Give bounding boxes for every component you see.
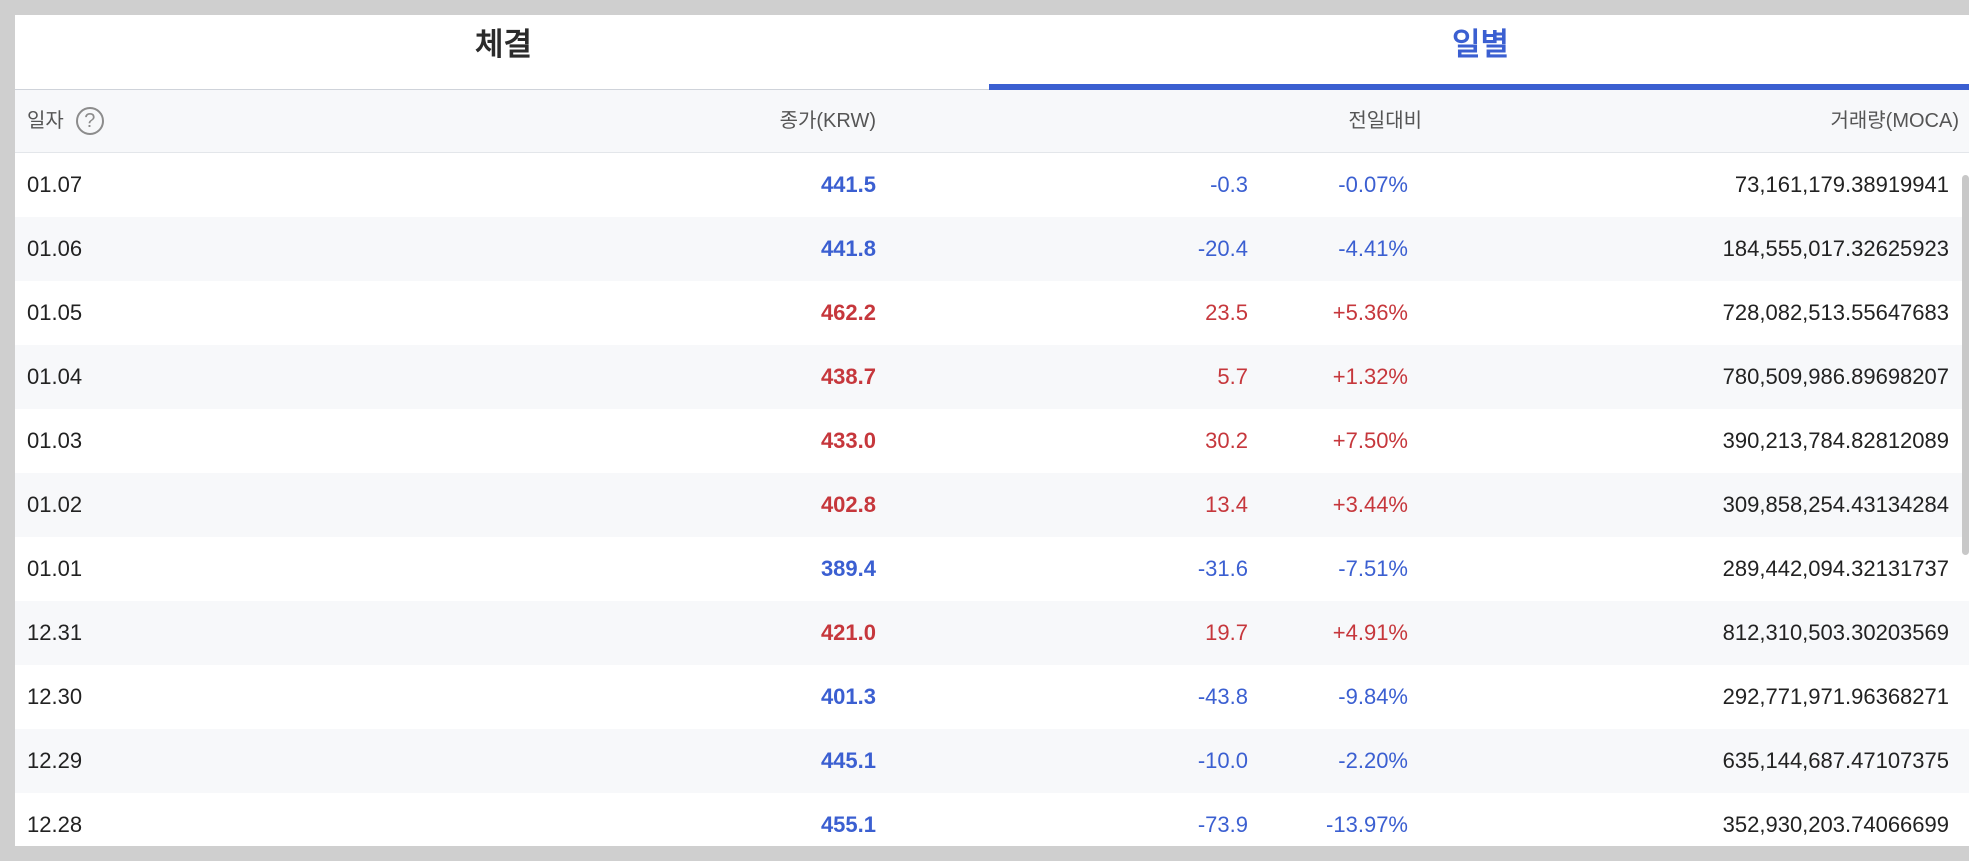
row-change-percent: -9.84% xyxy=(1338,684,1408,709)
row-close-price: 438.7 xyxy=(820,364,876,389)
row-change-percent: -2.20% xyxy=(1338,748,1408,773)
table-row: 01.04 438.7 5.7 +1.32% 780,509,986.89698207 xyxy=(15,345,1969,409)
header-volume: 거래량(MOCA) xyxy=(1830,110,1959,132)
row-volume: 289,442,094.32131737 xyxy=(1722,556,1949,581)
row-close-price: 441.8 xyxy=(820,236,876,261)
scrollbar[interactable] xyxy=(1962,175,1969,555)
header-change: 전일대비 xyxy=(1348,110,1422,132)
row-change-percent: -13.97% xyxy=(1326,812,1408,837)
row-date: 12.31 xyxy=(27,620,83,645)
active-tab-indicator xyxy=(989,84,1969,90)
row-close-price: 462.2 xyxy=(820,300,876,325)
table-row: 01.06 441.8 -20.4 -4.41% 184,555,017.3262592… xyxy=(15,217,1969,281)
row-close-price: 433.0 xyxy=(820,428,876,453)
row-change-percent: +1.32% xyxy=(1332,364,1408,389)
row-change: 13.4 xyxy=(1205,492,1248,517)
daily-price-panel: 체결 일별 일자 ? 종가(KRW) 전일대비 거래량(MOCA) 01.07 4… xyxy=(15,15,1969,846)
row-change: 30.2 xyxy=(1205,428,1248,453)
row-volume: 812,310,503.30203569 xyxy=(1722,620,1949,645)
table-row: 01.05 462.2 23.5 +5.36% 728,082,513.55647683 xyxy=(15,281,1969,345)
tab-bar: 체결 일별 xyxy=(15,15,1969,90)
row-volume: 292,771,971.96368271 xyxy=(1722,684,1949,709)
row-volume: 73,161,179.38919941 xyxy=(1734,172,1949,197)
header-date: 일자 ? xyxy=(27,90,104,152)
row-date: 01.04 xyxy=(27,364,83,389)
row-change: -73.9 xyxy=(1197,812,1248,837)
row-close-price: 401.3 xyxy=(820,684,876,709)
row-close-price: 389.4 xyxy=(820,556,876,581)
row-date: 01.01 xyxy=(27,556,83,581)
row-volume: 780,509,986.89698207 xyxy=(1722,364,1949,389)
row-change-percent: +3.44% xyxy=(1332,492,1408,517)
row-change-percent: -4.41% xyxy=(1338,236,1408,261)
row-date: 01.05 xyxy=(27,300,83,325)
row-close-price: 441.5 xyxy=(820,172,876,197)
table-body: 01.07 441.5 -0.3 -0.07% 73,161,179.38919941 0… xyxy=(15,153,1969,846)
header-date-label: 일자 xyxy=(27,110,64,132)
row-change: 19.7 xyxy=(1205,620,1248,645)
row-date: 01.02 xyxy=(27,492,83,517)
row-change: -0.3 xyxy=(1210,172,1248,197)
row-close-price: 402.8 xyxy=(820,492,876,517)
row-change-percent: +5.36% xyxy=(1332,300,1408,325)
row-change-percent: -7.51% xyxy=(1338,556,1408,581)
table-row: 12.30 401.3 -43.8 -9.84% 292,771,971.9636827… xyxy=(15,665,1969,729)
row-volume: 309,858,254.43134284 xyxy=(1722,492,1949,517)
table-row: 12.28 455.1 -73.9 -13.97% 352,930,203.740666… xyxy=(15,793,1969,846)
row-volume: 635,144,687.47107375 xyxy=(1722,748,1949,773)
row-date: 01.07 xyxy=(27,172,83,197)
help-icon[interactable]: ? xyxy=(75,107,104,135)
table-row: 01.01 389.4 -31.6 -7.51% 289,442,094.3213173… xyxy=(15,537,1969,601)
row-date: 12.30 xyxy=(27,684,83,709)
row-change-percent: +7.50% xyxy=(1332,428,1408,453)
row-change: -31.6 xyxy=(1197,556,1248,581)
table-row: 01.07 441.5 -0.3 -0.07% 73,161,179.38919941 xyxy=(15,153,1969,217)
row-volume: 352,930,203.74066699 xyxy=(1722,812,1949,837)
row-close-price: 445.1 xyxy=(820,748,876,773)
row-change-percent: +4.91% xyxy=(1332,620,1408,645)
row-date: 12.29 xyxy=(27,748,83,773)
row-change: 23.5 xyxy=(1205,300,1248,325)
table-row: 12.29 445.1 -10.0 -2.20% 635,144,687.4710737… xyxy=(15,729,1969,793)
row-change-percent: -0.07% xyxy=(1338,172,1408,197)
table-row: 01.02 402.8 13.4 +3.44% 309,858,254.43134284 xyxy=(15,473,1969,537)
tab-daily[interactable]: 일별 xyxy=(1451,26,1510,62)
row-change: -43.8 xyxy=(1197,684,1248,709)
row-close-price: 455.1 xyxy=(820,812,876,837)
table-header: 일자 ? 종가(KRW) 전일대비 거래량(MOCA) xyxy=(15,90,1969,153)
row-change: -20.4 xyxy=(1197,236,1248,261)
row-volume: 184,555,017.32625923 xyxy=(1722,236,1949,261)
row-volume: 390,213,784.82812089 xyxy=(1722,428,1949,453)
row-close-price: 421.0 xyxy=(820,620,876,645)
header-close: 종가(KRW) xyxy=(779,110,876,132)
row-date: 01.06 xyxy=(27,236,83,261)
table-row: 12.31 421.0 19.7 +4.91% 812,310,503.30203569 xyxy=(15,601,1969,665)
table-row: 01.03 433.0 30.2 +7.50% 390,213,784.82812089 xyxy=(15,409,1969,473)
row-change: -10.0 xyxy=(1197,748,1248,773)
row-change: 5.7 xyxy=(1217,364,1248,389)
row-volume: 728,082,513.55647683 xyxy=(1722,300,1949,325)
tab-trades[interactable]: 체결 xyxy=(474,26,533,62)
row-date: 01.03 xyxy=(27,428,83,453)
row-date: 12.28 xyxy=(27,812,83,837)
